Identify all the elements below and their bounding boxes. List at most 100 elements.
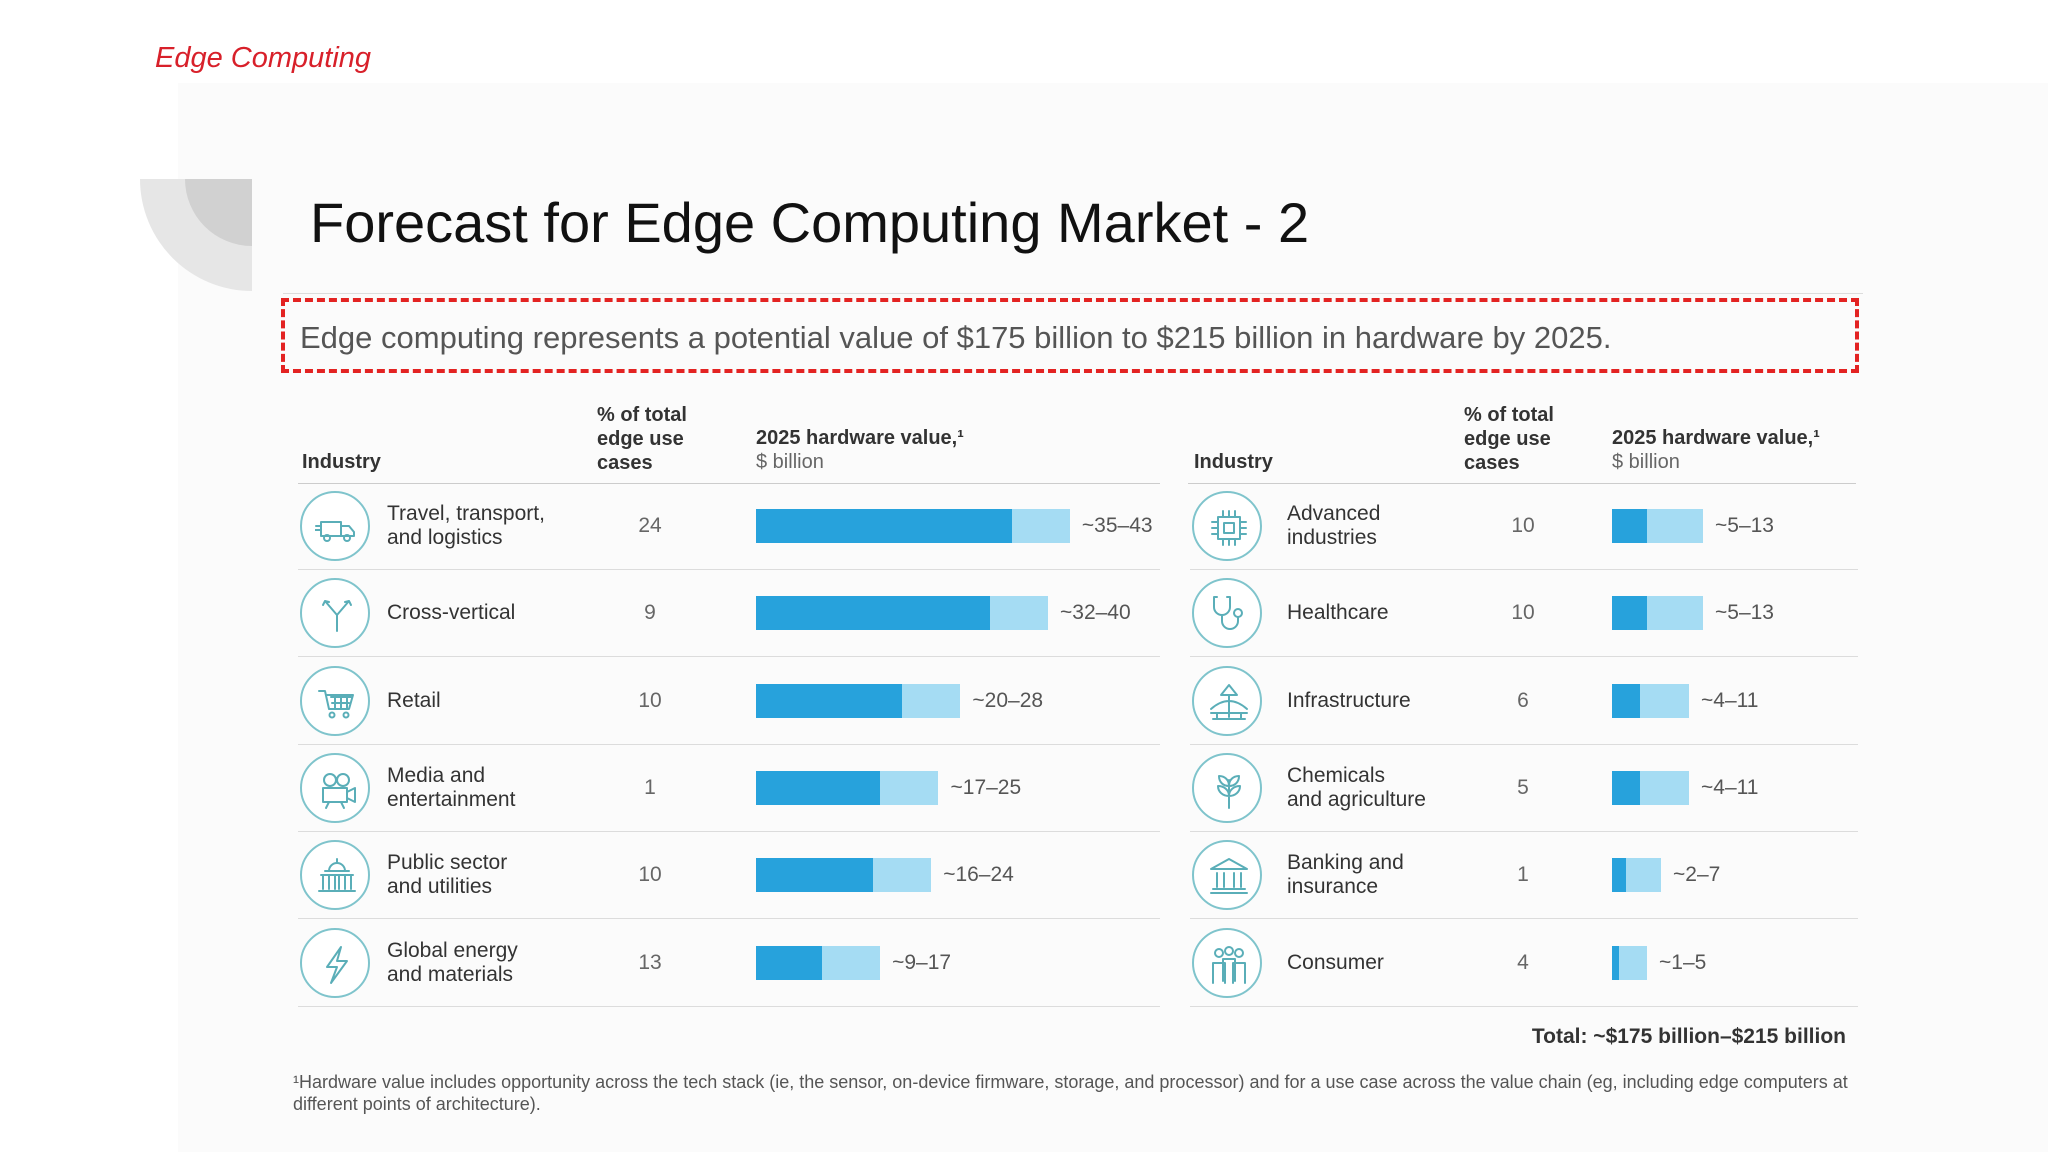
industry-label: Cross-vertical [387,601,515,625]
range-label: ~20–28 [972,688,1044,712]
plant-icon [1192,752,1262,823]
industry-label-line: Retail [387,688,441,712]
value-unit-left: $ billion [756,451,824,473]
bar-low-estimate [756,683,902,718]
bar-high-estimate [989,596,1048,631]
industry-label: Banking and insurance [1287,851,1404,899]
footnote: ¹Hardware value includes opportunity acr… [293,1072,1848,1114]
value-bar [756,945,881,980]
industry-label: Retail [387,689,441,713]
bar-low-estimate [756,858,873,893]
stethoscope-icon [1192,578,1262,649]
range-label: ~4–11 [1701,775,1759,799]
pct-value: 6 [1517,688,1529,712]
chart-headline: Edge computing represents a potential va… [300,320,1612,355]
industry-label: Public sector and utilities [387,851,507,899]
bar-low-estimate [756,596,990,631]
lightning-icon [300,927,370,998]
header-rule-left [298,483,1160,484]
headline-highlight-box [281,298,1859,373]
bar-high-estimate [1640,770,1689,805]
total-value: Total: ~$175 billion–$215 billion [1531,1025,1846,1048]
pct-header-line: % of total [1464,404,1554,426]
industry-label-line: insurance [1287,875,1379,899]
pct-value: 13 [638,950,662,974]
bar-low-estimate [1612,770,1640,805]
value-bar [1612,858,1661,893]
industry-label-line: Infrastructure [1287,688,1411,712]
industry-label-line: Advanced [1287,502,1381,525]
capitol-icon [300,840,370,911]
value-bar [756,770,939,805]
range-label: ~2–7 [1673,863,1721,887]
bar-low-estimate [1612,945,1619,980]
value-bar [1612,596,1703,631]
value-bar [756,509,1070,543]
truck-icon [300,491,370,561]
headline-top-rule [283,293,1863,294]
range-label: ~1–5 [1659,950,1707,974]
header-rule-right [1188,483,1856,484]
pct-value: 10 [638,863,662,887]
branch-icon [300,578,370,649]
value-bar [1612,509,1703,543]
bar-low-estimate [756,509,1012,543]
value-bar [1612,683,1689,718]
pct-value: 10 [1511,514,1535,537]
industry-label-line: Public sector [387,851,508,875]
industry-label-line: and logistics [387,526,503,549]
pct-value: 9 [644,601,656,625]
industry-label-line: industries [1287,526,1377,549]
industry-label: Healthcare [1287,601,1389,625]
value-header-left: 2025 hardware value,¹ [756,427,964,449]
industry-label-line: Consumer [1287,950,1384,974]
value-bar [756,858,932,893]
industry-label-line: Media and [387,763,486,787]
row-divider [1190,918,1858,920]
industry-label: Chemicals and agriculture [1287,764,1426,812]
bar-low-estimate [1612,596,1647,631]
industry-label: Global energy and materials [387,939,518,987]
row-divider [298,656,1160,658]
value-bar [1612,770,1689,805]
industry-label: Consumer [1287,951,1384,975]
bar-high-estimate [821,945,881,980]
bar-low-estimate [756,945,822,980]
chart-figure-background [178,83,2048,1152]
range-label: ~5–13 [1715,514,1774,537]
industry-label-line: entertainment [387,787,516,811]
corner-decoration [140,179,252,291]
range-label: ~9–17 [892,950,952,974]
industry-label-line: Cross-vertical [387,601,516,625]
pct-header-line: edge use [597,428,684,450]
pct-header-line: cases [1464,452,1520,474]
row-divider [1190,830,1858,832]
pct-value: 1 [644,775,656,799]
bridge-icon [1192,665,1262,736]
bar-high-estimate [1626,858,1661,893]
value-bar [756,596,1048,631]
value-header-right: 2025 hardware value,¹ [1612,427,1820,449]
pct-value: 10 [1511,601,1535,625]
industry-label-line: and materials [387,962,514,986]
industry-label-line: Global energy [387,938,518,962]
slide-topic: Edge Computing [155,42,372,74]
pct-header-left: % of total edge use cases [597,403,687,475]
range-label: ~32–40 [1060,601,1131,625]
value-bar [1612,945,1647,980]
bar-high-estimate [1619,945,1647,980]
cart-icon [300,665,370,736]
range-label: ~35–43 [1081,514,1153,537]
pct-header-line: edge use [1464,428,1551,450]
bar-high-estimate [872,858,932,893]
row-divider [1190,656,1858,658]
range-label: ~4–11 [1701,688,1759,712]
pct-value: 1 [1517,863,1529,887]
pct-value: 5 [1517,775,1529,799]
industry-label-line: Chemicals [1287,763,1386,787]
industry-label-line: Healthcare [1287,601,1389,625]
bar-low-estimate [1612,858,1626,893]
row-divider [298,743,1160,745]
industry-label-line: and agriculture [1287,787,1426,811]
row-divider [298,569,1160,570]
